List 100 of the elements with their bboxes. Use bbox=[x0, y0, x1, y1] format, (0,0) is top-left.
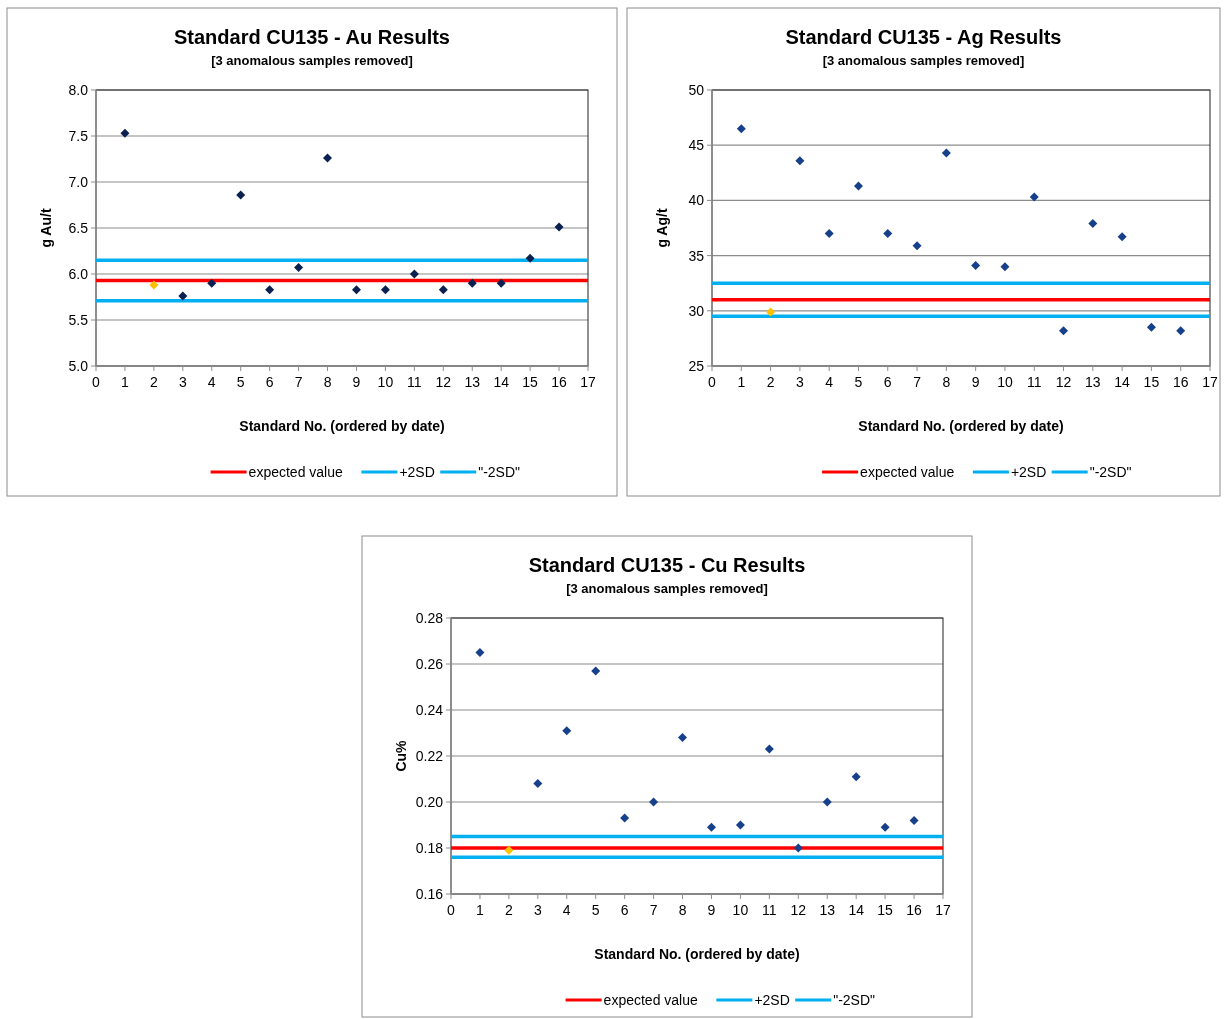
point bbox=[620, 813, 630, 823]
x-tick-label: 3 bbox=[533, 902, 542, 918]
chart-subtitle: [3 anomalous samples removed] bbox=[566, 581, 768, 596]
y-tick-label: 0.20 bbox=[415, 793, 444, 810]
x-tick-label: 2 bbox=[504, 902, 513, 918]
point bbox=[851, 772, 861, 782]
point bbox=[880, 822, 890, 832]
x-tick-label: 1 bbox=[737, 374, 746, 390]
x-tick-label: 9 bbox=[971, 374, 980, 390]
point bbox=[1000, 262, 1010, 272]
point bbox=[504, 845, 514, 855]
chart-subtitle: [3 anomalous samples removed] bbox=[211, 53, 413, 68]
y-tick-label: 35 bbox=[688, 247, 705, 264]
y-tick-label: 8.0 bbox=[68, 81, 89, 98]
x-axis-title: Standard No. (ordered by date) bbox=[239, 418, 445, 434]
point bbox=[735, 820, 745, 830]
x-tick-label: 0 bbox=[447, 902, 456, 918]
y-tick-label: 5.5 bbox=[68, 311, 89, 328]
x-tick-label: 3 bbox=[178, 374, 187, 390]
x-tick-label: 13 bbox=[1085, 374, 1101, 390]
x-tick-label: 0 bbox=[92, 374, 101, 390]
y-tick-label: 0.22 bbox=[415, 747, 444, 764]
point bbox=[149, 280, 159, 290]
x-tick-label: 15 bbox=[522, 374, 539, 390]
y-tick-label: 0.26 bbox=[415, 655, 444, 672]
x-tick-label: 7 bbox=[913, 374, 922, 390]
point bbox=[351, 285, 361, 295]
point bbox=[525, 253, 535, 263]
x-tick-label: 2 bbox=[149, 374, 158, 390]
y-tick-label: 45 bbox=[688, 137, 705, 154]
point bbox=[822, 797, 832, 807]
point bbox=[1176, 326, 1186, 336]
x-tick-label: 5 bbox=[591, 902, 600, 918]
x-tick-label: 7 bbox=[649, 902, 658, 918]
point bbox=[795, 156, 805, 166]
legend-label: +2SD bbox=[399, 463, 435, 480]
point bbox=[323, 153, 333, 163]
x-tick-label: 11 bbox=[762, 902, 777, 918]
x-tick-label: 15 bbox=[1143, 374, 1160, 390]
legend-label: expected value bbox=[860, 463, 955, 480]
y-tick-label: 25 bbox=[688, 357, 705, 374]
point bbox=[912, 241, 922, 251]
x-tick-label: 1 bbox=[121, 374, 130, 390]
point bbox=[380, 285, 390, 295]
legend-label: "-2SD" bbox=[1089, 463, 1132, 480]
point bbox=[1088, 219, 1098, 229]
x-tick-label: 17 bbox=[935, 902, 951, 918]
legend-label: "-2SD" bbox=[833, 991, 876, 1008]
point bbox=[467, 278, 477, 288]
point bbox=[265, 285, 275, 295]
x-tick-label: 9 bbox=[707, 902, 716, 918]
y-tick-label: 0.24 bbox=[415, 701, 444, 718]
x-tick-label: 7 bbox=[294, 374, 303, 390]
y-tick-label: 40 bbox=[688, 192, 705, 209]
x-tick-label: 15 bbox=[877, 902, 894, 918]
y-tick-label: 30 bbox=[688, 302, 705, 319]
x-tick-label: 12 bbox=[435, 374, 452, 390]
x-tick-label: 13 bbox=[464, 374, 481, 390]
y-tick-label: 50 bbox=[688, 81, 705, 98]
x-tick-label: 12 bbox=[1055, 374, 1072, 390]
x-tick-label: 17 bbox=[1202, 374, 1218, 390]
chart-title: Standard CU135 - Au Results bbox=[174, 26, 450, 48]
x-tick-label: 16 bbox=[1172, 374, 1189, 390]
x-tick-label: 5 bbox=[236, 374, 245, 390]
y-tick-label: 7.5 bbox=[68, 127, 89, 144]
point bbox=[496, 278, 506, 288]
point bbox=[475, 648, 485, 657]
x-tick-label: 8 bbox=[323, 374, 332, 390]
point bbox=[236, 190, 246, 200]
x-axis-title: Standard No. (ordered by date) bbox=[858, 418, 1064, 434]
point bbox=[883, 229, 893, 239]
point bbox=[438, 285, 448, 295]
point bbox=[1146, 322, 1156, 332]
point bbox=[591, 666, 601, 676]
legend-label: "-2SD" bbox=[478, 463, 521, 480]
x-tick-label: 8 bbox=[942, 374, 951, 390]
x-tick-label: 14 bbox=[493, 374, 510, 390]
x-tick-label: 2 bbox=[766, 374, 775, 390]
point bbox=[554, 222, 564, 232]
point bbox=[120, 128, 130, 138]
legend-label: expected value bbox=[248, 463, 343, 480]
x-axis-title: Standard No. (ordered by date) bbox=[594, 946, 800, 962]
point bbox=[678, 733, 688, 743]
point bbox=[706, 822, 716, 832]
y-tick-label: 6.0 bbox=[68, 265, 89, 282]
y-tick-label: 7.0 bbox=[68, 173, 89, 190]
legend-label: +2SD bbox=[1010, 463, 1047, 480]
x-tick-label: 11 bbox=[1026, 374, 1042, 390]
point bbox=[178, 291, 188, 301]
point bbox=[909, 815, 919, 825]
x-tick-label: 16 bbox=[551, 374, 568, 390]
x-tick-label: 4 bbox=[562, 902, 571, 918]
y-tick-label: 5.0 bbox=[68, 357, 89, 374]
point bbox=[766, 307, 776, 317]
x-tick-label: 10 bbox=[732, 902, 749, 918]
point bbox=[971, 261, 981, 271]
y-tick-label: 0.16 bbox=[415, 885, 444, 902]
point bbox=[941, 148, 951, 158]
x-tick-label: 13 bbox=[819, 902, 836, 918]
point bbox=[824, 229, 834, 239]
